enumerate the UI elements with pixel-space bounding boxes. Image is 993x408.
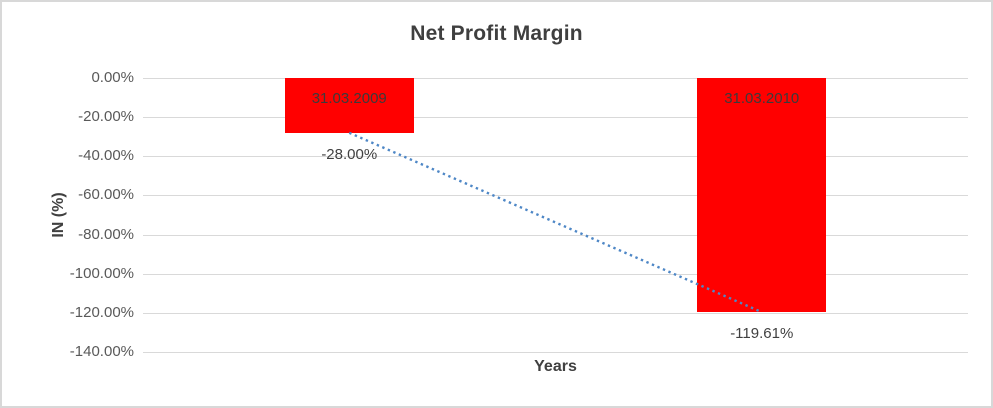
gridline: [143, 352, 968, 353]
gridline: [143, 312, 968, 314]
gridline: [143, 117, 968, 119]
gridline: [143, 78, 968, 79]
y-axis-tick-label: -20.00%: [78, 108, 134, 126]
y-axis-tick-label: -140.00%: [69, 343, 134, 360]
y-axis-tick-label: 0.00%: [91, 69, 134, 86]
bar-value-label: -119.61%: [730, 325, 794, 343]
bar-category-label: 31.03.2009: [311, 90, 387, 107]
gridline: [143, 273, 968, 275]
y-axis-tick-label: -100.00%: [69, 264, 134, 282]
y-axis-tick-label: -60.00%: [78, 186, 134, 204]
gridline: [143, 156, 968, 158]
gridline: [143, 195, 968, 197]
bar-31.03.2009: 31.03.2009: [284, 78, 414, 133]
y-axis-tick-label: -120.00%: [69, 303, 134, 321]
bar-value-label: -28.00%: [321, 145, 378, 163]
gridline: [143, 234, 968, 236]
y-axis-tick-label: -80.00%: [78, 225, 134, 243]
bar-31.03.2010: 31.03.2010: [697, 78, 827, 313]
y-axis-tick-label: -40.00%: [78, 147, 134, 165]
bar-category-label: 31.03.2010: [724, 90, 800, 107]
x-axis-title: Years: [534, 358, 577, 375]
chart-title: Net Profit Margin: [410, 22, 583, 45]
